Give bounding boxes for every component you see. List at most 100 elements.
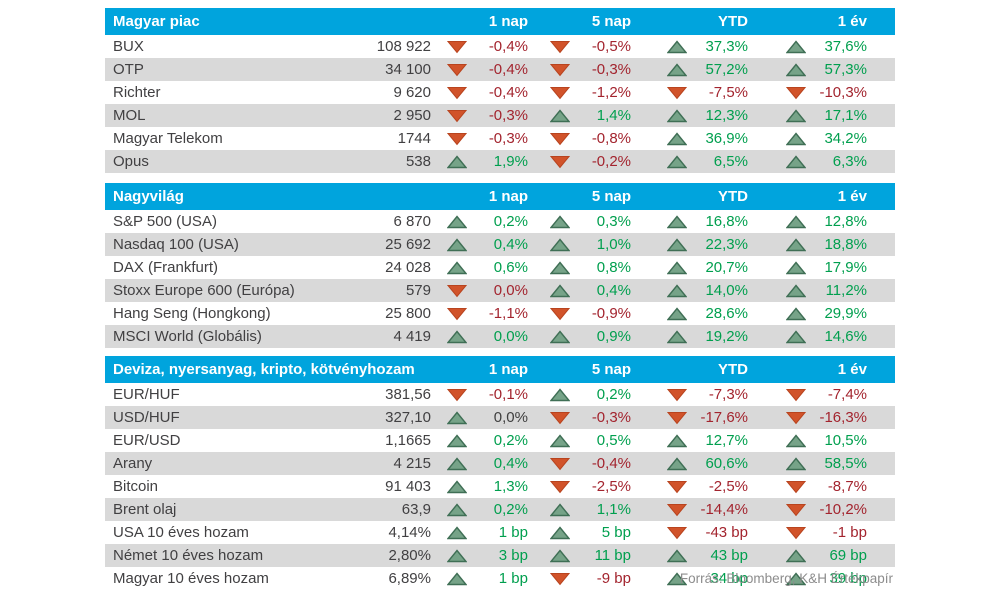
change-wrap: 20,7% xyxy=(637,257,748,278)
change-cell: -0,8% xyxy=(533,127,636,150)
change-wrap: 58,5% xyxy=(754,453,867,474)
instrument-value: 327,10 xyxy=(385,409,431,426)
change-wrap: 0,2% xyxy=(434,499,528,520)
change-cell: -0,4% xyxy=(433,58,533,81)
instrument-value: 63,9 xyxy=(401,501,431,518)
arrow-up-icon xyxy=(667,131,687,146)
instrument-name: MOL xyxy=(113,107,146,124)
change-value: 5 bp xyxy=(601,524,631,541)
change-wrap: 11,2% xyxy=(754,280,867,301)
instrument-value: 108 922 xyxy=(376,38,431,55)
change-wrap: 5 bp xyxy=(534,522,631,543)
change-cell: 0,2% xyxy=(433,429,533,452)
change-value: 10,5% xyxy=(824,432,867,449)
change-cell: -0,3% xyxy=(533,406,636,429)
change-value: 0,2% xyxy=(493,432,528,449)
change-value: 0,0% xyxy=(493,328,528,345)
change-value: -0,4% xyxy=(488,61,528,78)
change-value: 0,2% xyxy=(493,213,528,230)
arrow-up-icon xyxy=(447,433,467,448)
arrow-up-icon xyxy=(550,260,570,275)
arrow-up-icon xyxy=(667,433,687,448)
arrow-down-icon xyxy=(447,132,467,146)
source-note: Forrás: Bloomberg, K&H Értékpapír xyxy=(679,571,893,586)
column-header-4: 1 év xyxy=(753,356,895,383)
change-wrap: -10,2% xyxy=(754,499,867,520)
arrow-up-icon xyxy=(447,214,467,229)
arrow-up-icon xyxy=(447,237,467,252)
change-value: -1 bp xyxy=(832,524,867,541)
change-cell: 22,3% xyxy=(636,233,753,256)
arrow-up-icon xyxy=(447,260,467,275)
market-table-0: Magyar piac 1 nap 5 nap YTD 1 év BUX 108 922 -0… xyxy=(105,8,895,173)
change-wrap: 12,3% xyxy=(637,105,748,126)
arrow-down-icon xyxy=(447,86,467,100)
change-wrap: -8,7% xyxy=(754,476,867,497)
change-value: 28,6% xyxy=(705,305,748,322)
table-row: EUR/HUF 381,56 -0,1% 0,2% -7,3% -7,4% xyxy=(105,383,895,406)
change-wrap: 0,3% xyxy=(534,211,631,232)
change-value: -10,3% xyxy=(819,84,867,101)
arrow-up-icon xyxy=(447,329,467,344)
instrument-value: 2 950 xyxy=(393,107,431,124)
change-value: -14,4% xyxy=(700,501,748,518)
instrument-name: Stoxx Europe 600 (Európa) xyxy=(113,282,295,299)
arrow-down-icon xyxy=(447,307,467,321)
change-value: -0,5% xyxy=(591,38,631,55)
arrow-up-icon xyxy=(786,456,806,471)
instrument-value: 2,80% xyxy=(388,547,431,564)
change-value: 11 bp xyxy=(594,547,631,564)
change-cell: 0,2% xyxy=(433,210,533,233)
arrow-up-icon xyxy=(447,154,467,169)
change-wrap: 43 bp xyxy=(637,545,748,566)
change-cell: 14,0% xyxy=(636,279,753,302)
arrow-up-icon xyxy=(667,260,687,275)
arrow-up-icon xyxy=(786,260,806,275)
arrow-down-icon xyxy=(447,40,467,54)
arrow-down-icon xyxy=(667,86,687,100)
change-value: 22,3% xyxy=(705,236,748,253)
change-cell: -2,5% xyxy=(533,475,636,498)
change-value: 0,4% xyxy=(493,455,528,472)
instrument-value: 6 870 xyxy=(393,213,431,230)
table-header-row: Magyar piac 1 nap 5 nap YTD 1 év xyxy=(105,8,895,35)
change-cell: -0,2% xyxy=(533,150,636,173)
change-value: 34,2% xyxy=(824,130,867,147)
change-value: -43 bp xyxy=(705,524,748,541)
change-wrap: -1 bp xyxy=(754,522,867,543)
instrument-value: 538 xyxy=(405,153,431,170)
change-cell: 11 bp xyxy=(533,544,636,567)
table-row: USA 10 éves hozam 4,14% 1 bp 5 bp -43 bp -1 b… xyxy=(105,521,895,544)
change-cell: 58,5% xyxy=(753,452,895,475)
arrow-up-icon xyxy=(667,306,687,321)
instrument-value: 4 215 xyxy=(393,455,431,472)
table-header-row: Nagyvilág 1 nap 5 nap YTD 1 év xyxy=(105,183,895,210)
instrument-name: EUR/HUF xyxy=(113,386,180,403)
arrow-up-icon xyxy=(550,548,570,563)
instrument-value: 25 692 xyxy=(385,236,431,253)
arrow-down-icon xyxy=(447,63,467,77)
change-value: -7,3% xyxy=(708,386,748,403)
arrow-up-icon xyxy=(786,39,806,54)
change-value: -7,5% xyxy=(708,84,748,101)
change-value: 14,0% xyxy=(705,282,748,299)
change-value: 0,5% xyxy=(596,432,631,449)
change-value: 6,5% xyxy=(713,153,748,170)
change-value: 39 bp xyxy=(829,570,867,587)
change-value: -0,4% xyxy=(488,84,528,101)
arrow-down-icon xyxy=(667,388,687,402)
change-cell: 29,9% xyxy=(753,302,895,325)
change-cell: -0,4% xyxy=(433,81,533,104)
change-cell: 5 bp xyxy=(533,521,636,544)
instrument-value: 381,56 xyxy=(385,386,431,403)
change-wrap: 0,2% xyxy=(434,430,528,451)
change-wrap: -1,1% xyxy=(434,303,528,324)
change-cell: 0,0% xyxy=(433,406,533,429)
change-cell: 0,4% xyxy=(433,233,533,256)
arrow-up-icon xyxy=(786,306,806,321)
instrument-value: 34 100 xyxy=(385,61,431,78)
instrument-name: Magyar Telekom xyxy=(113,130,223,147)
arrow-up-icon xyxy=(786,283,806,298)
table-row: OTP 34 100 -0,4% -0,3% 57,2% 57,3% xyxy=(105,58,895,81)
